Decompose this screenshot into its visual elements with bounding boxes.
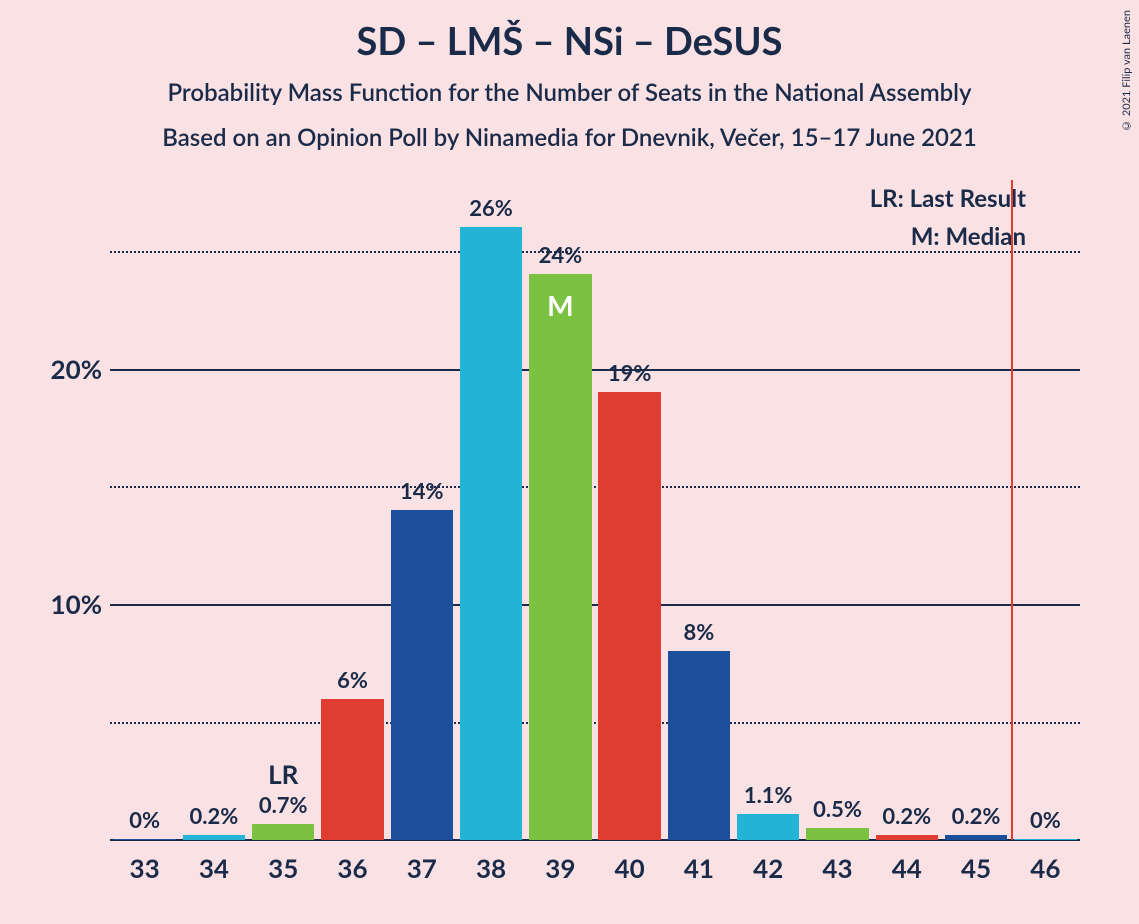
y-axis-label: 10% [22,588,102,620]
x-axis-label: 34 [199,852,229,884]
median-marker: M [529,288,591,322]
bar-value-label: 0.7% [252,791,314,818]
bar-value-label: 0.5% [806,795,868,822]
bar: 14% [391,510,453,840]
bar-value-label: 0.2% [183,802,245,829]
bar-value-label: 0% [113,806,175,833]
bar-value-label: 0% [1014,806,1076,833]
bar: 0.2% [183,835,245,840]
bar-value-label: 0.2% [945,802,1007,829]
bar: 6% [321,699,383,840]
y-axis-label: 20% [22,353,102,385]
bar: 0.2% [945,835,1007,840]
bar-value-label: 14% [391,477,453,504]
x-axis-label: 35 [268,852,298,884]
bar: 8% [668,651,730,840]
last-result-marker: LR [253,758,313,790]
bar-value-label: 19% [598,359,660,386]
copyright-text: © 2021 Filip van Laenen [1120,10,1133,132]
x-axis-label: 39 [545,852,575,884]
x-axis-label: 43 [822,852,852,884]
x-axis-label: 42 [753,852,783,884]
x-axis-label: 36 [337,852,367,884]
bar-value-label: 8% [668,618,730,645]
chart-title: SD – LMŠ – NSi – DeSUS [0,0,1139,64]
chart-subtitle-1: Probability Mass Function for the Number… [0,78,1139,107]
bar: 1.1% [737,814,799,840]
bar: 0.2% [876,835,938,840]
bar: 0% [1014,839,1076,840]
x-axis-label: 41 [684,852,714,884]
bar: 0.7% [252,824,314,841]
bar: 24%M [529,274,591,840]
x-axis-label: 40 [615,852,645,884]
majority-threshold-line [1011,180,1013,840]
bar-value-label: 1.1% [737,781,799,808]
x-axis-label: 45 [961,852,991,884]
x-axis-label: 46 [1030,852,1060,884]
x-axis-label: 33 [130,852,160,884]
chart-subtitle-2: Based on an Opinion Poll by Ninamedia fo… [0,123,1139,152]
x-axis-label: 38 [476,852,506,884]
bar: 26% [460,227,522,840]
bar-value-label: 0.2% [876,802,938,829]
bar: 0.5% [806,828,868,840]
bar-value-label: 6% [321,666,383,693]
bar: 19% [598,392,660,840]
bar: 0% [113,839,175,840]
x-axis-label: 37 [407,852,437,884]
bar-value-label: 24% [529,241,591,268]
chart-plot-area: LR: Last Result M: Median 10%20% 0%0.2%0… [110,180,1080,840]
bar-value-label: 26% [460,194,522,221]
x-axis-label: 44 [892,852,922,884]
